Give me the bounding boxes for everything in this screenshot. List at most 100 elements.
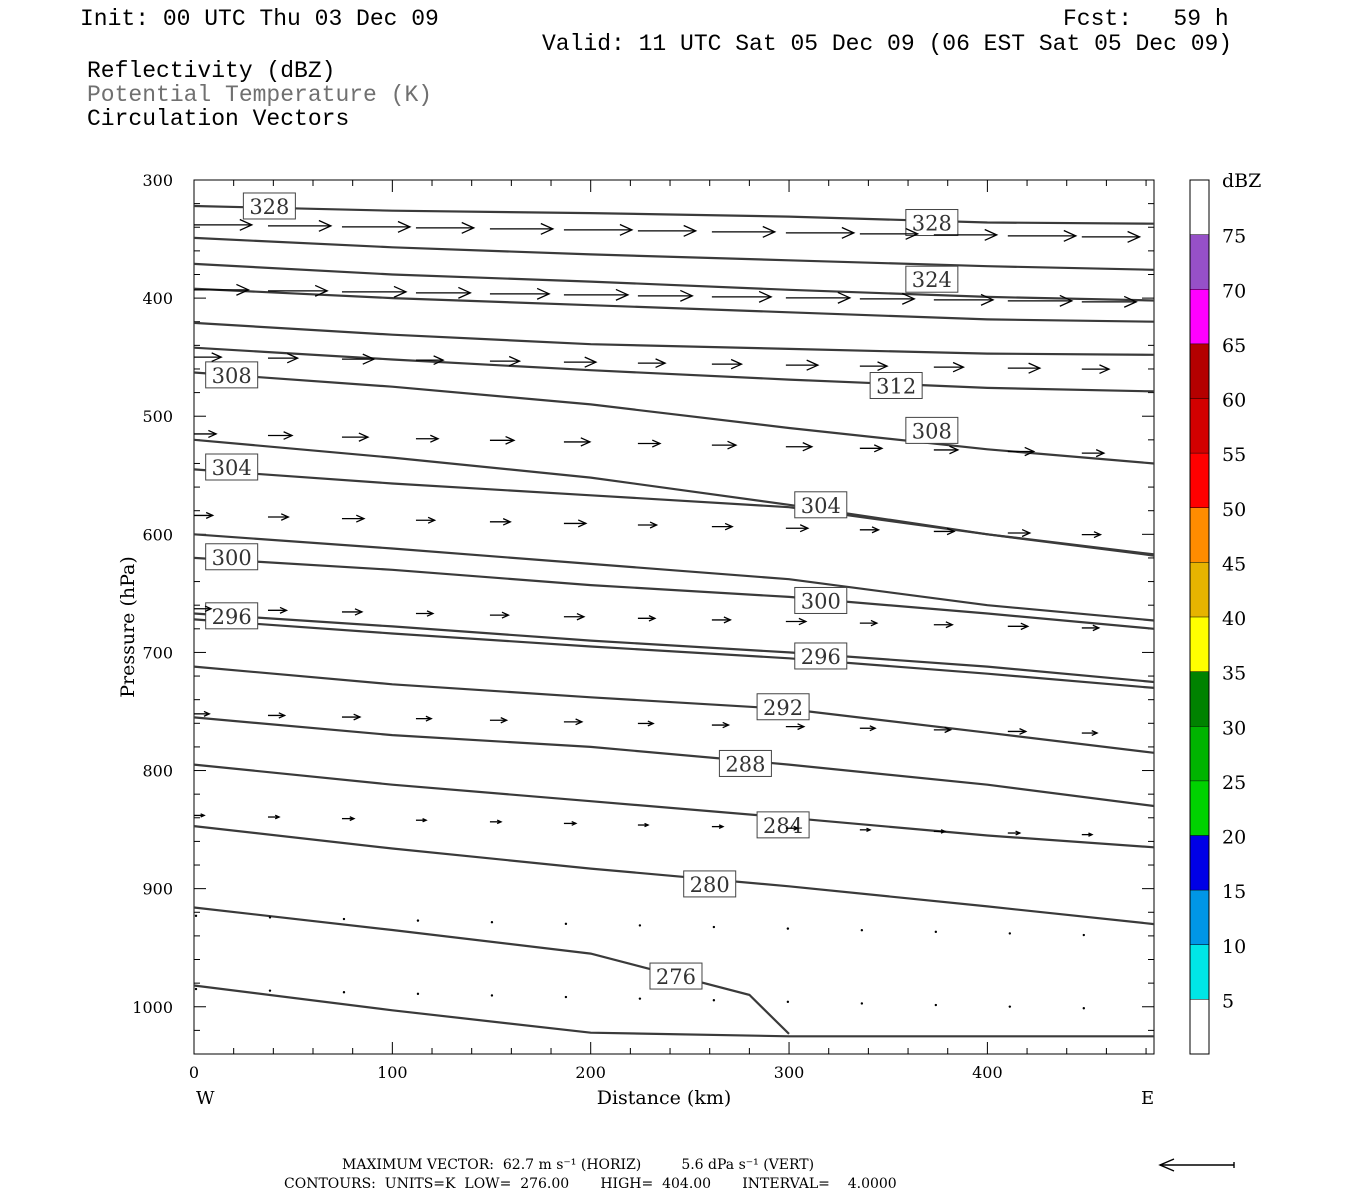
circulation-vector-head xyxy=(274,814,281,820)
valid-time: Valid: 11 UTC Sat 05 Dec 09 (06 EST Sat … xyxy=(542,31,1233,57)
theta-contour-label-box xyxy=(205,543,259,571)
colorbar-level-label: 50 xyxy=(1222,499,1246,521)
circulation-vector-head xyxy=(945,621,954,629)
theta-contour-label: 296 xyxy=(801,645,841,669)
circulation-vector-head xyxy=(1021,528,1032,538)
circulation-vector-head xyxy=(505,435,516,445)
circulation-vector-head xyxy=(980,293,995,306)
circulation-vector-head xyxy=(730,358,744,370)
circulation-vector-head xyxy=(905,227,920,240)
theta-contour-label-box xyxy=(794,642,848,670)
circulation-vector-head xyxy=(576,612,586,621)
circulation-vector-head xyxy=(723,616,732,624)
circulation-vector-head xyxy=(1024,446,1036,457)
theta-contour-line xyxy=(193,906,790,1035)
y-tick-label: 700 xyxy=(142,643,173,662)
y-tick-label: 900 xyxy=(142,880,173,899)
circulation-vector-head xyxy=(502,518,512,526)
circulation-vector-head xyxy=(205,511,215,519)
circulation-vector-head xyxy=(362,353,376,365)
circulation-vector-dot xyxy=(416,992,420,996)
circulation-vector-head xyxy=(724,522,734,531)
theta-contour-label: 308 xyxy=(212,364,252,388)
colorbar-swatch xyxy=(1190,507,1209,563)
circulation-vector-head xyxy=(1123,295,1138,308)
circulation-vector-head xyxy=(798,617,808,626)
circulation-vector-head xyxy=(718,824,725,829)
circulation-vector-head xyxy=(1093,531,1103,539)
circulation-vector-head xyxy=(940,829,947,834)
colorbar-swatch xyxy=(1190,234,1209,290)
circulation-vector-head xyxy=(349,816,356,822)
contour-info-note: CONTOURS: UNITS=K LOW= 276.00 HIGH= 404.… xyxy=(284,1176,897,1192)
colorbar-swatch xyxy=(1190,343,1209,399)
colorbar-level-label: 70 xyxy=(1222,280,1246,302)
circulation-vector-head xyxy=(615,288,630,301)
theta-contour-label: 280 xyxy=(690,873,730,897)
theta-contour-label: 300 xyxy=(212,546,252,570)
y-tick-label: 600 xyxy=(142,525,173,544)
circulation-vector-head xyxy=(1059,294,1074,307)
theta-contour-label: 328 xyxy=(249,195,289,219)
theta-contour-label-box xyxy=(869,372,923,400)
circulation-vector-head xyxy=(984,228,999,241)
theta-contour-line xyxy=(193,346,1155,393)
theta-contour-label-box xyxy=(905,265,959,293)
field-theta-label: Potential Temperature (K) xyxy=(87,82,433,108)
colorbar-level-label: 35 xyxy=(1222,663,1246,685)
y-tick-label: 500 xyxy=(142,407,173,426)
theta-contour-label: 300 xyxy=(801,589,841,613)
theta-contour-label-box xyxy=(205,453,259,481)
circulation-vector-dot xyxy=(490,921,494,924)
circulation-vector-head xyxy=(571,820,578,826)
colorbar-swatch xyxy=(1190,890,1209,945)
circulation-vector-dot xyxy=(416,919,420,922)
circulation-vector-head xyxy=(286,352,300,364)
y-axis-title: Pressure (hPa) xyxy=(117,556,139,698)
circulation-vector-head xyxy=(1095,449,1106,458)
theta-contour-line xyxy=(193,468,1155,556)
x-tick-label: 300 xyxy=(774,1063,805,1082)
circulation-vector-head xyxy=(870,619,879,627)
circulation-vector-dot xyxy=(712,999,716,1002)
circulation-vector-dot xyxy=(712,925,716,929)
circulation-vector-dot xyxy=(860,1002,864,1005)
theta-contour-label-box xyxy=(905,209,959,237)
circulation-vector-head xyxy=(647,720,655,727)
circulation-vector-head xyxy=(1019,728,1028,735)
circulation-vector-dot xyxy=(786,1000,790,1004)
theta-contour-line xyxy=(193,612,1155,684)
theta-contour-line xyxy=(193,825,1155,926)
theta-contour-label: 296 xyxy=(212,605,252,629)
theta-contour-label: 292 xyxy=(763,696,803,720)
circulation-vector-head xyxy=(1092,624,1101,632)
colorbar-swatch xyxy=(1190,562,1209,617)
circulation-vector-dot xyxy=(934,930,938,934)
circulation-vector-head xyxy=(1063,229,1078,242)
colorbar-level-label: 15 xyxy=(1222,881,1246,903)
colorbar-level-label: 65 xyxy=(1222,335,1246,357)
circulation-vector-head xyxy=(655,358,667,369)
theta-contour-line xyxy=(193,438,1155,557)
theta-contour-line xyxy=(193,262,1155,302)
colorbar-level-label: 20 xyxy=(1222,827,1246,849)
circulation-vector-head xyxy=(393,285,408,298)
colorbar-swatch xyxy=(1190,617,1209,672)
colorbar-level-label: 75 xyxy=(1222,226,1246,248)
circulation-vector-head xyxy=(758,290,773,303)
circulation-vector-head xyxy=(425,715,433,722)
circulation-vector-head xyxy=(762,225,777,238)
plot-frame xyxy=(193,179,1155,1055)
circulation-vector-dot xyxy=(268,989,272,992)
theta-contour-label-box xyxy=(794,586,848,614)
theta-contour-line xyxy=(193,556,1155,630)
circulation-vector-head xyxy=(279,606,289,614)
init-time: Init: 00 UTC Thu 03 Dec 09 xyxy=(80,6,439,32)
colorbar-swatch xyxy=(1190,180,1209,235)
circulation-vector-head xyxy=(278,712,287,719)
theta-contour-label-box xyxy=(205,602,259,630)
circulation-vector-head xyxy=(427,516,437,524)
circulation-vector-dot xyxy=(342,917,346,921)
circulation-vector-head xyxy=(496,819,503,825)
circulation-vector-head xyxy=(397,220,412,233)
